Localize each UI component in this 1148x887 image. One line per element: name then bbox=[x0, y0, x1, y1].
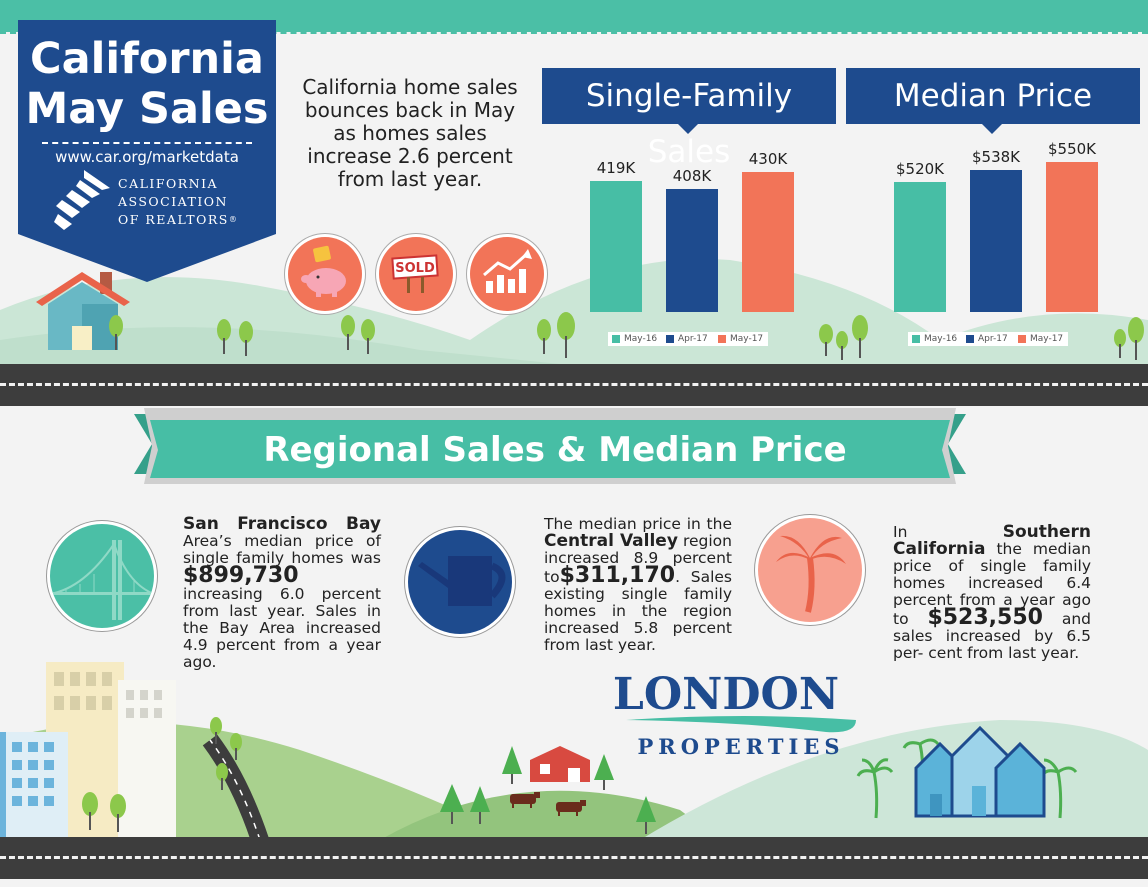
legend-swatch bbox=[912, 335, 920, 343]
cv-price: $311,170 bbox=[559, 563, 676, 588]
legend-swatch bbox=[612, 335, 620, 343]
houses-and-palms bbox=[856, 725, 1078, 819]
house-illustration bbox=[36, 272, 130, 350]
sf-text-1: Area’s median price of single family hom… bbox=[183, 532, 381, 567]
cv-text-1: The median price in the bbox=[544, 515, 732, 533]
sales-chart: 419K 408K 430K bbox=[560, 140, 820, 312]
sc-region-text: In Southern California the median price … bbox=[893, 524, 1091, 662]
london-logo-swoosh bbox=[626, 716, 856, 733]
top-dashed-rule bbox=[0, 32, 1148, 34]
car-logo-line1: CALIFORNIA bbox=[118, 176, 219, 191]
rising-chart-icon bbox=[483, 249, 532, 293]
section-ribbon bbox=[134, 408, 966, 484]
legend-label: May-17 bbox=[1030, 334, 1064, 344]
cv-region-name: Central Valley bbox=[544, 531, 678, 551]
sc-price: $523,550 bbox=[927, 605, 1043, 630]
bar-may-16 bbox=[590, 180, 642, 312]
bar-value-label: $550K bbox=[1047, 140, 1096, 158]
palm-tree-icon bbox=[776, 535, 846, 613]
bar-apr-17 bbox=[970, 170, 1022, 312]
bar-value-label: 408K bbox=[672, 167, 712, 186]
sold-text: SOLD bbox=[395, 261, 435, 276]
title-banner: California May Sales www.car.org/marketd… bbox=[18, 20, 276, 282]
chart-title-sales: Single-Family Sales bbox=[542, 68, 836, 170]
piggy-bank-circle bbox=[288, 237, 362, 311]
legend-swatch bbox=[1018, 335, 1026, 343]
bottom-trees bbox=[82, 717, 656, 834]
registered-mark: ® bbox=[228, 215, 239, 224]
legend-label: Apr-17 bbox=[978, 334, 1008, 344]
banner-shape bbox=[18, 20, 276, 282]
sf-region-text: San Francisco Bay Area’s median price of… bbox=[183, 516, 381, 671]
banner-divider bbox=[42, 142, 252, 144]
road-divider-bottom bbox=[0, 837, 1148, 879]
sales-legend: May-16 Apr-17 May-17 bbox=[608, 332, 768, 346]
bar-value-label: $538K bbox=[971, 148, 1020, 167]
piggy-bank-icon bbox=[301, 245, 346, 297]
sold-sign-icon: SOLD bbox=[391, 254, 439, 293]
cv-text-3: . Sales existing single family homes in … bbox=[544, 568, 732, 654]
bar-may-17 bbox=[1046, 162, 1098, 312]
banner-url[interactable]: www.car.org/marketdata bbox=[55, 148, 239, 166]
sc-text-1: In bbox=[893, 523, 908, 541]
london-logo-sub: PROPERTIES bbox=[637, 734, 845, 759]
sc-text-3: and sales increased by 6.5 per- cent fro… bbox=[893, 610, 1091, 662]
sf-circle bbox=[50, 524, 154, 628]
sf-region-name: San Francisco Bay bbox=[183, 514, 381, 534]
city-buildings bbox=[0, 662, 176, 838]
car-logo-line3-text: OF REALTORS bbox=[118, 212, 229, 227]
road-dash bbox=[0, 383, 1148, 386]
car-logo: CALIFORNIA ASSOCIATION OF REALTORS® bbox=[54, 166, 254, 238]
banner-title-line2: May Sales bbox=[25, 84, 269, 134]
cv-text-2: region increased 8.9 percent to bbox=[544, 532, 732, 586]
legend-label: May-16 bbox=[624, 334, 658, 344]
golden-gate-bridge-icon bbox=[50, 540, 154, 620]
legend-swatch bbox=[666, 335, 674, 343]
sf-text-2: increasing 6.0 percent from last year. S… bbox=[183, 585, 381, 671]
legend-label: May-16 bbox=[924, 334, 958, 344]
bar-value-label: 419K bbox=[596, 158, 636, 177]
sc-region-name: Southern California bbox=[893, 522, 1091, 559]
london-logo-word: LONDON bbox=[612, 669, 840, 720]
watering-can-icon bbox=[418, 556, 506, 606]
banner-title: California May Sales bbox=[18, 34, 276, 134]
london-properties-logo: LONDON PROPERTIES bbox=[596, 668, 856, 768]
top-trees bbox=[109, 312, 1144, 360]
barn-and-cows bbox=[510, 746, 590, 816]
chart-title-notch bbox=[982, 124, 1002, 134]
bar-apr-17 bbox=[666, 189, 718, 312]
cv-region-text: The median price in the Central Valley r… bbox=[544, 516, 732, 654]
car-logo-line2: ASSOCIATION bbox=[118, 194, 228, 209]
road-dash bbox=[0, 856, 1148, 859]
bar-value-label: $520K bbox=[895, 160, 944, 179]
bar-may-17 bbox=[742, 172, 794, 312]
car-logo-line3: OF REALTORS® bbox=[118, 212, 238, 228]
sc-circle bbox=[758, 518, 862, 622]
intro-text: California home sales bounces back in Ma… bbox=[302, 75, 518, 191]
rising-chart-circle bbox=[470, 237, 544, 311]
chart-title-notch bbox=[678, 124, 698, 134]
car-logo-mark-icon bbox=[54, 170, 110, 230]
bar-may-16 bbox=[894, 182, 946, 312]
bar-value-label: 430K bbox=[748, 150, 788, 168]
road-divider-top bbox=[0, 364, 1148, 406]
banner-title-line1: California bbox=[30, 34, 264, 84]
price-chart: $520K $538K $550K bbox=[864, 140, 1124, 312]
legend-label: Apr-17 bbox=[678, 334, 708, 344]
section-title: Regional Sales & Median Price bbox=[263, 430, 847, 470]
sf-price: $899,730 bbox=[183, 563, 299, 588]
legend-swatch bbox=[966, 335, 974, 343]
legend-label: May-17 bbox=[730, 334, 764, 344]
sc-text-2: the median price of single family homes … bbox=[893, 540, 1091, 628]
cv-circle bbox=[408, 530, 512, 634]
chart-title-price: Median Price bbox=[846, 68, 1140, 124]
price-legend: May-16 Apr-17 May-17 bbox=[908, 332, 1068, 346]
sold-sign-circle: SOLD bbox=[379, 237, 453, 311]
legend-swatch bbox=[718, 335, 726, 343]
